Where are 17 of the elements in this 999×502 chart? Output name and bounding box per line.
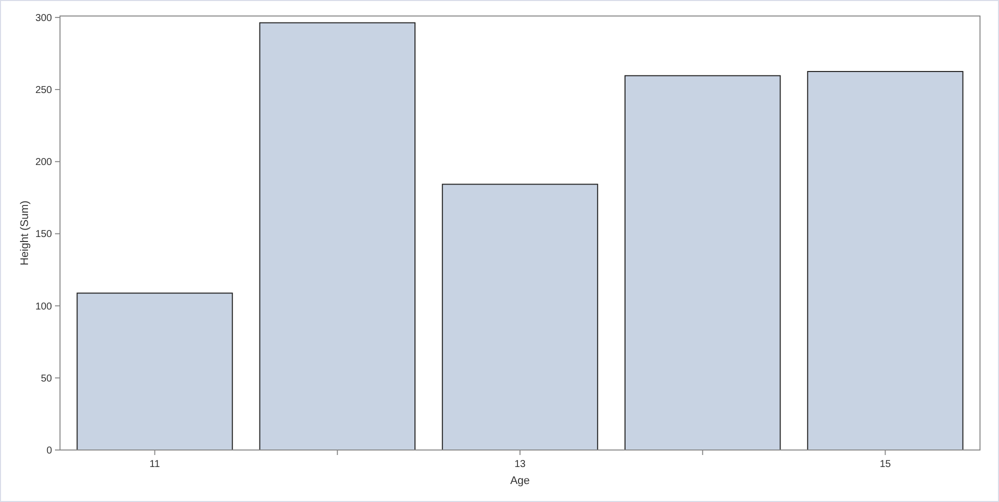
x-tick-label: 11 bbox=[150, 459, 160, 470]
y-tick-label: 100 bbox=[35, 301, 52, 312]
bar bbox=[807, 71, 964, 450]
y-tick-label: 50 bbox=[40, 373, 52, 384]
x-tick-label: 15 bbox=[880, 459, 892, 470]
bar bbox=[624, 75, 781, 450]
y-axis-title: Height (Sum) bbox=[19, 200, 31, 266]
x-tick-label: 13 bbox=[514, 459, 526, 470]
y-tick-label: 200 bbox=[35, 157, 52, 168]
bar bbox=[442, 184, 598, 450]
bar bbox=[259, 22, 416, 450]
y-tick-label: 250 bbox=[35, 85, 52, 96]
bar bbox=[76, 292, 233, 450]
x-axis-title: Age bbox=[510, 475, 530, 487]
y-tick-label: 300 bbox=[35, 12, 52, 24]
y-tick-label: 0 bbox=[46, 446, 52, 456]
y-tick-label: 150 bbox=[35, 229, 52, 240]
